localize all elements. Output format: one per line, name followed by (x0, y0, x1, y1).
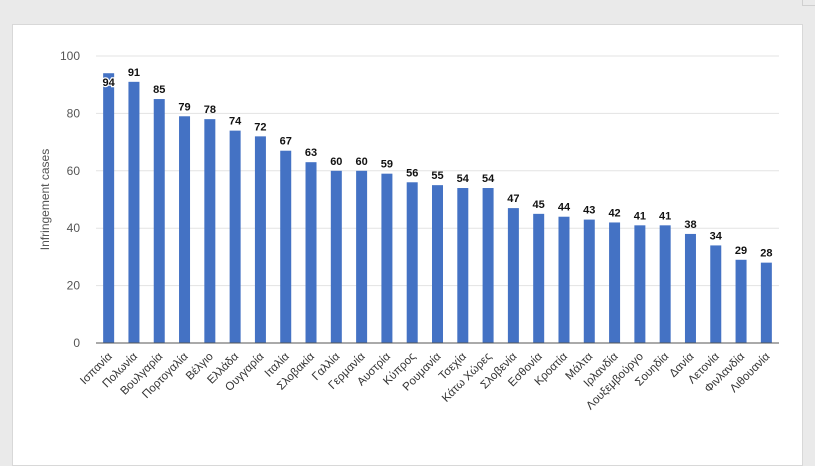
bar (153, 99, 165, 343)
data-label: 67 (280, 136, 292, 148)
data-label: 85 (153, 84, 165, 96)
bar (432, 185, 443, 343)
data-label: 29 (735, 245, 747, 257)
bar (609, 222, 621, 343)
data-labels: 94 91 85 79 78 74 72 67 63 60 60 59 56 55 54 54 47 45 44 43… (101, 67, 772, 260)
bar (229, 130, 241, 343)
data-label: 28 (760, 248, 772, 260)
data-label: 60 (330, 156, 342, 168)
bar (204, 119, 216, 343)
bar (330, 170, 342, 343)
data-label: 47 (507, 193, 519, 205)
data-label: 56 (406, 167, 418, 179)
bar (406, 182, 418, 343)
bar (507, 208, 519, 343)
data-label: 43 (583, 205, 595, 217)
x-axis-categories: ΙσπανίαΠολωνίαΒουλγαρίαΠορτογαλίαΒέλγιοΕ… (78, 350, 772, 412)
bar (305, 162, 317, 343)
y-tick-label: 100 (60, 49, 80, 63)
bar (381, 173, 393, 343)
data-label: 41 (659, 210, 671, 222)
data-label: 38 (684, 219, 696, 231)
bar (254, 136, 266, 343)
bar (583, 219, 595, 343)
window-corner-mark (802, 0, 815, 6)
bar (558, 216, 570, 343)
bar (684, 233, 696, 343)
data-label: 60 (355, 156, 367, 168)
data-label: 78 (204, 104, 216, 116)
data-label: 63 (305, 147, 317, 159)
data-label: 94 (103, 77, 116, 89)
data-label: 74 (229, 116, 242, 128)
bar (179, 116, 191, 344)
bars (103, 73, 772, 344)
data-label: 34 (710, 230, 723, 242)
data-label: 44 (558, 202, 571, 214)
data-label: 54 (482, 173, 495, 185)
data-label: 42 (608, 207, 620, 219)
data-label: 72 (254, 121, 266, 133)
bar (482, 188, 494, 343)
bar (735, 259, 747, 343)
data-label: 91 (128, 67, 140, 79)
y-axis-ticks: 0 20 40 60 80 100 (60, 49, 80, 350)
y-tick-label: 20 (67, 279, 81, 293)
bar (103, 73, 115, 343)
bar (457, 188, 469, 343)
bar (710, 245, 722, 343)
bar (533, 213, 545, 343)
data-label: 54 (457, 173, 470, 185)
data-label: 55 (431, 170, 443, 182)
bar (280, 150, 292, 343)
data-label: 79 (178, 101, 190, 113)
bar (659, 225, 671, 343)
bar (356, 170, 368, 343)
y-tick-label: 80 (67, 106, 81, 120)
bar (128, 81, 140, 343)
bar (760, 262, 772, 343)
data-label: 45 (533, 199, 545, 211)
y-tick-label: 60 (67, 164, 81, 178)
y-tick-label: 0 (73, 336, 80, 350)
data-label: 59 (381, 159, 393, 171)
y-axis-label: Infringement cases (38, 149, 52, 250)
bar (634, 225, 646, 343)
y-tick-label: 40 (67, 221, 81, 235)
data-label: 41 (634, 210, 646, 222)
